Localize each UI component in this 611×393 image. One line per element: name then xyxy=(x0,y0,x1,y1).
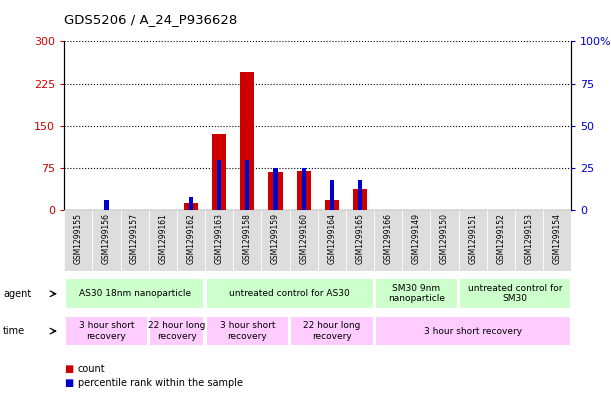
Text: GSM1299154: GSM1299154 xyxy=(553,213,562,264)
Text: GSM1299153: GSM1299153 xyxy=(524,213,533,264)
Text: GSM1299162: GSM1299162 xyxy=(186,213,196,264)
Bar xyxy=(346,210,374,271)
Text: GDS5206 / A_24_P936628: GDS5206 / A_24_P936628 xyxy=(64,13,238,26)
Bar xyxy=(353,189,367,210)
Text: GSM1299157: GSM1299157 xyxy=(130,213,139,264)
Bar xyxy=(240,72,254,210)
Bar xyxy=(104,200,109,210)
Text: agent: agent xyxy=(3,289,31,299)
Bar xyxy=(205,278,373,309)
Text: 22 hour long
recovery: 22 hour long recovery xyxy=(148,321,205,341)
Bar xyxy=(325,200,339,210)
Text: GSM1299161: GSM1299161 xyxy=(158,213,167,264)
Text: 3 hour short recovery: 3 hour short recovery xyxy=(423,327,522,336)
Text: GSM1299158: GSM1299158 xyxy=(243,213,252,264)
Bar xyxy=(459,278,571,309)
Bar xyxy=(318,210,346,271)
Text: GSM1299160: GSM1299160 xyxy=(299,213,308,264)
Bar xyxy=(177,210,205,271)
Bar xyxy=(262,210,290,271)
Text: time: time xyxy=(3,326,25,336)
Text: GSM1299151: GSM1299151 xyxy=(468,213,477,264)
Bar xyxy=(148,210,177,271)
Bar xyxy=(268,172,282,210)
Text: GSM1299149: GSM1299149 xyxy=(412,213,421,264)
Bar xyxy=(205,210,233,271)
Text: percentile rank within the sample: percentile rank within the sample xyxy=(78,378,243,388)
Bar xyxy=(233,210,262,271)
Bar xyxy=(205,316,289,347)
Text: 3 hour short
recovery: 3 hour short recovery xyxy=(79,321,134,341)
Bar xyxy=(212,134,226,210)
Bar xyxy=(149,316,205,347)
Text: GSM1299164: GSM1299164 xyxy=(327,213,336,264)
Text: ■: ■ xyxy=(64,364,73,375)
Text: GSM1299152: GSM1299152 xyxy=(496,213,505,264)
Bar xyxy=(290,210,318,271)
Bar xyxy=(374,210,402,271)
Bar xyxy=(301,168,306,210)
Bar xyxy=(375,316,571,347)
Bar xyxy=(64,210,92,271)
Bar xyxy=(290,316,373,347)
Text: count: count xyxy=(78,364,105,375)
Text: AS30 18nm nanoparticle: AS30 18nm nanoparticle xyxy=(79,289,191,298)
Text: ■: ■ xyxy=(64,378,73,388)
Text: GSM1299156: GSM1299156 xyxy=(102,213,111,264)
Text: GSM1299165: GSM1299165 xyxy=(356,213,365,264)
Bar xyxy=(430,210,459,271)
Text: 3 hour short
recovery: 3 hour short recovery xyxy=(219,321,275,341)
Text: GSM1299150: GSM1299150 xyxy=(440,213,449,264)
Bar xyxy=(65,278,205,309)
Text: GSM1299166: GSM1299166 xyxy=(384,213,393,264)
Text: GSM1299155: GSM1299155 xyxy=(74,213,82,264)
Bar xyxy=(65,316,148,347)
Bar xyxy=(487,210,515,271)
Bar xyxy=(402,210,430,271)
Bar xyxy=(375,278,458,309)
Text: untreated control for AS30: untreated control for AS30 xyxy=(229,289,350,298)
Bar xyxy=(296,171,310,210)
Bar xyxy=(245,160,249,210)
Bar xyxy=(330,180,334,210)
Bar xyxy=(358,180,362,210)
Text: SM30 9nm
nanoparticle: SM30 9nm nanoparticle xyxy=(388,284,445,303)
Text: 22 hour long
recovery: 22 hour long recovery xyxy=(303,321,360,341)
Bar xyxy=(543,210,571,271)
Text: GSM1299159: GSM1299159 xyxy=(271,213,280,264)
Text: untreated control for
SM30: untreated control for SM30 xyxy=(467,284,562,303)
Bar xyxy=(273,168,277,210)
Bar xyxy=(459,210,487,271)
Bar xyxy=(515,210,543,271)
Bar xyxy=(92,210,120,271)
Bar xyxy=(120,210,148,271)
Bar xyxy=(189,197,193,210)
Text: GSM1299163: GSM1299163 xyxy=(214,213,224,264)
Bar xyxy=(217,160,221,210)
Bar xyxy=(184,204,198,210)
